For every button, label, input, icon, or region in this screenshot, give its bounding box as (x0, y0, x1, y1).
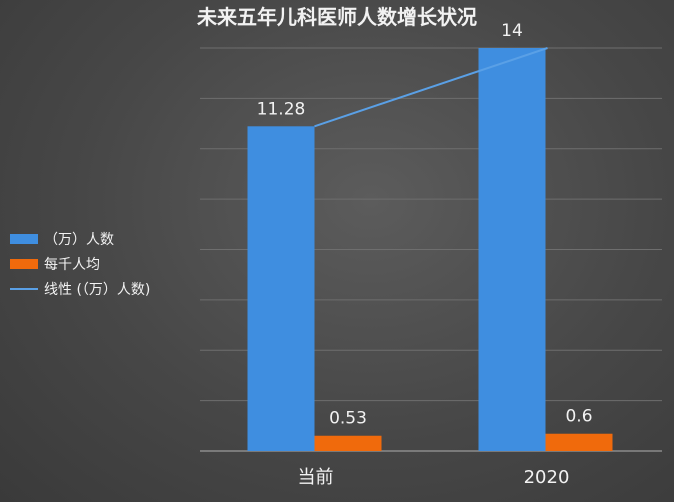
bar (314, 435, 382, 451)
legend-label: 每千人均 (44, 257, 100, 273)
data-label: 14 (501, 21, 523, 41)
chart-title: 未来五年儿科医师人数增长状况 (197, 5, 477, 29)
data-label: 0.53 (329, 409, 367, 429)
legend-swatch (10, 259, 38, 269)
value-labels: 11.28 0.53 14 0.6 (257, 21, 593, 429)
x-tick-label: 当前 (298, 467, 334, 488)
category-labels: 当前 2020 (298, 467, 570, 488)
legend-swatch (10, 234, 38, 244)
data-label: 0.6 (565, 407, 592, 427)
trendline-line (314, 47, 548, 128)
bar (545, 433, 613, 451)
bar (478, 48, 546, 451)
legend-label: （万）人数 (44, 232, 114, 248)
data-label: 11.28 (257, 99, 306, 119)
trendline (314, 47, 548, 128)
x-tick-label: 2020 (524, 467, 570, 488)
bars (247, 48, 613, 451)
bar (247, 126, 315, 451)
legend-label: 线性 (（万）人数) (44, 282, 150, 298)
